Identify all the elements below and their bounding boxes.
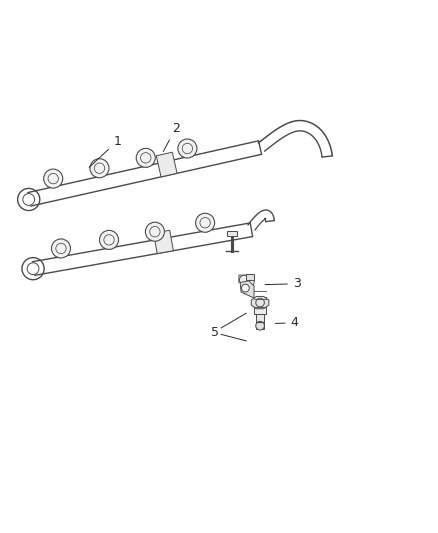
FancyBboxPatch shape <box>254 297 266 314</box>
Circle shape <box>256 321 265 330</box>
Circle shape <box>240 275 249 285</box>
Circle shape <box>44 169 63 188</box>
Text: 2: 2 <box>163 122 180 151</box>
Polygon shape <box>251 296 269 309</box>
Text: 4: 4 <box>276 316 299 329</box>
Text: 1: 1 <box>89 135 121 167</box>
FancyBboxPatch shape <box>246 274 254 280</box>
Text: 3: 3 <box>265 277 301 290</box>
Polygon shape <box>154 230 173 254</box>
Circle shape <box>178 139 197 158</box>
Circle shape <box>145 222 164 241</box>
Circle shape <box>52 239 71 258</box>
Circle shape <box>196 213 215 232</box>
Polygon shape <box>240 281 254 298</box>
Polygon shape <box>156 152 177 177</box>
FancyBboxPatch shape <box>226 231 237 236</box>
Circle shape <box>99 230 119 249</box>
Circle shape <box>136 148 155 167</box>
Circle shape <box>241 284 249 292</box>
FancyBboxPatch shape <box>256 313 264 329</box>
Circle shape <box>90 159 109 177</box>
Text: 5: 5 <box>211 326 219 339</box>
